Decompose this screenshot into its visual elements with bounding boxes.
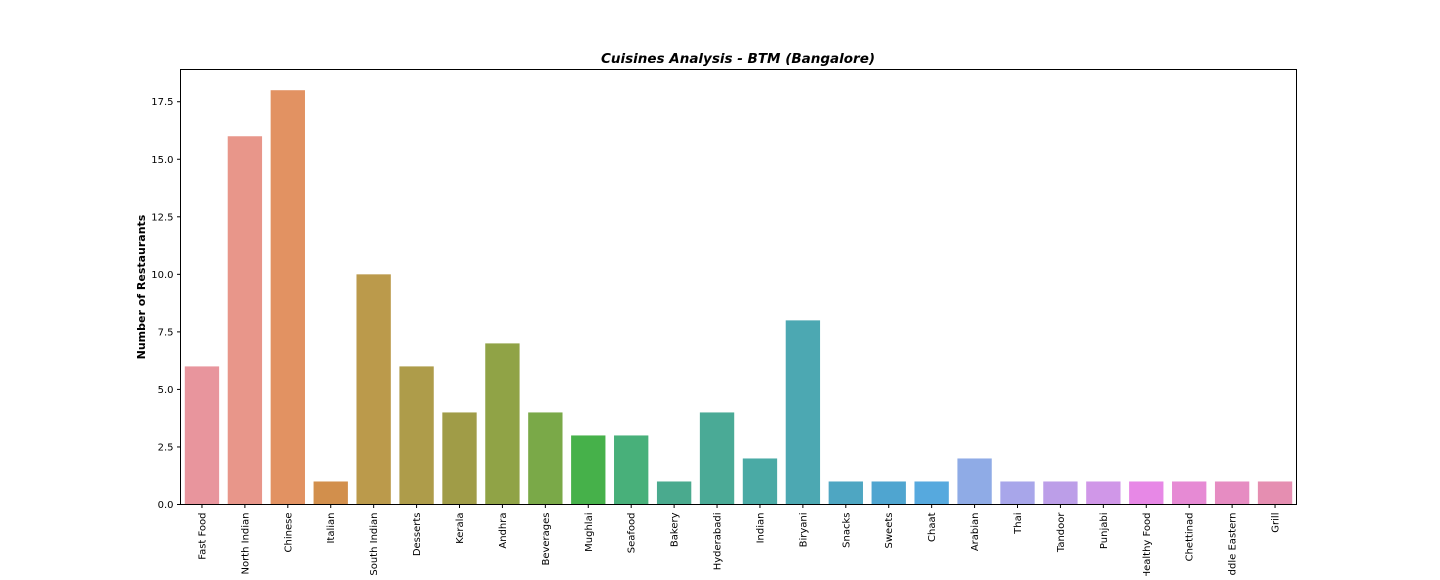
x-tick-label: Desserts xyxy=(412,513,423,557)
x-tick-label: Grill xyxy=(1271,513,1282,533)
x-tick-label: Biryani xyxy=(798,513,809,548)
y-tick-label: 15.0 xyxy=(151,155,173,166)
bar xyxy=(1129,481,1164,505)
bar xyxy=(656,481,692,505)
y-tick-label: 12.5 xyxy=(151,212,173,223)
x-tick-label: Middle Eastern xyxy=(1228,513,1239,577)
x-tick-label: Tandoor xyxy=(1056,512,1067,554)
y-axis-label: Number of Restaurants xyxy=(135,214,148,359)
y-axis-ticks: 0.0 2.5 5.0 7.5 10.0 12.5 15.0 17.5 xyxy=(151,97,181,511)
plot-area-frame xyxy=(180,69,1297,505)
x-tick-label: Healthy Food xyxy=(1142,513,1153,577)
y-tick-label: 10.0 xyxy=(151,270,173,281)
chart-title: Cuisines Analysis - BTM (Bangalore) xyxy=(601,51,875,67)
x-tick-label: Hyderabadi xyxy=(713,513,724,571)
x-tick-label: Beverages xyxy=(541,513,552,566)
x-tick-label: Mughlai xyxy=(584,513,595,552)
bar xyxy=(914,481,949,505)
bar xyxy=(184,366,220,505)
x-tick-label: South Indian xyxy=(369,513,380,576)
bars-group xyxy=(184,90,1293,505)
x-tick-label: Andhra xyxy=(498,513,509,549)
y-tick-label: 7.5 xyxy=(158,327,174,338)
x-axis-ticks: Fast Food North Indian Chinese Italian South… xyxy=(197,504,1282,580)
x-tick-label: Sweets xyxy=(884,513,895,549)
y-tick-label: 2.5 xyxy=(158,442,174,453)
bar xyxy=(1086,481,1121,505)
bar xyxy=(699,412,735,505)
x-tick-label: Punjabi xyxy=(1099,513,1110,550)
x-tick-label: Italian xyxy=(326,513,337,544)
x-tick-label: Chaat xyxy=(927,512,938,542)
bar xyxy=(356,274,391,505)
bar xyxy=(1172,481,1207,505)
bar xyxy=(399,366,434,505)
bar xyxy=(528,412,563,505)
x-tick-label: Thai xyxy=(1013,513,1024,535)
x-tick-label: Snacks xyxy=(841,513,852,548)
bar xyxy=(871,481,906,505)
bar xyxy=(742,458,778,505)
bar xyxy=(1214,481,1250,505)
bar xyxy=(1257,481,1293,505)
x-tick-label: Kerala xyxy=(455,513,466,544)
x-tick-label: Fast Food xyxy=(197,513,208,560)
bar xyxy=(1000,481,1035,505)
x-tick-label: Chettinad xyxy=(1185,513,1196,562)
x-tick-label: Arabian xyxy=(970,513,981,552)
bar xyxy=(270,90,305,505)
x-tick-label: Seafood xyxy=(627,513,638,554)
bar xyxy=(614,435,649,505)
y-tick-label: 0.0 xyxy=(158,500,174,511)
bar xyxy=(313,481,348,505)
bar xyxy=(957,458,992,505)
x-tick-label: North Indian xyxy=(240,513,251,575)
x-tick-label: Indian xyxy=(755,513,766,544)
y-tick-label: 17.5 xyxy=(151,97,173,108)
y-tick-label: 5.0 xyxy=(158,385,174,396)
bar xyxy=(227,136,263,505)
bar xyxy=(571,435,606,505)
x-tick-label: Bakery xyxy=(670,512,681,547)
bar xyxy=(485,343,520,505)
bar xyxy=(828,481,863,505)
bar xyxy=(442,412,477,505)
bar xyxy=(1043,481,1078,505)
x-tick-label: Chinese xyxy=(283,513,294,553)
bar xyxy=(785,320,821,505)
